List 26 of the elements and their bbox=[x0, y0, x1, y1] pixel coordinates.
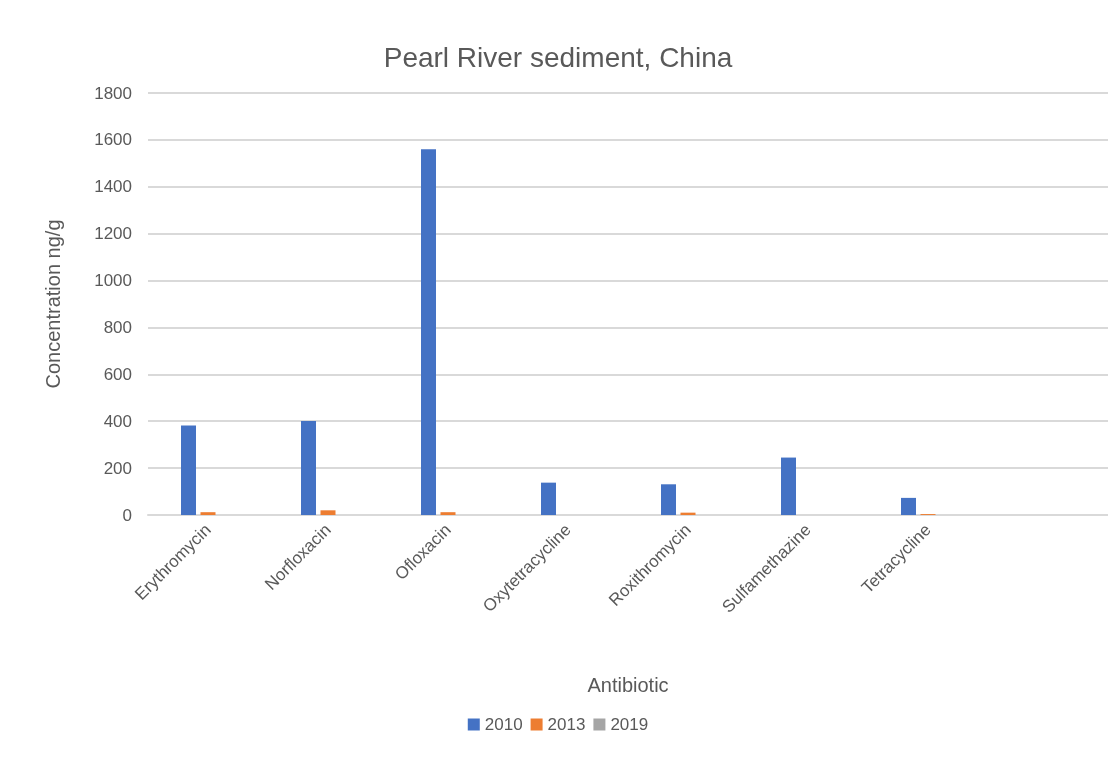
legend-label: 2019 bbox=[610, 715, 649, 734]
y-tick-label: 400 bbox=[103, 411, 132, 431]
bar bbox=[541, 482, 556, 515]
legend-label: 2010 bbox=[484, 715, 523, 734]
bar bbox=[661, 484, 676, 515]
legend-label: 2013 bbox=[547, 715, 586, 734]
x-axis-title: Antibiotic bbox=[587, 674, 669, 696]
bar bbox=[200, 512, 216, 515]
chart-title: Pearl River sediment, China bbox=[383, 41, 733, 73]
y-tick-label: 1600 bbox=[94, 130, 132, 150]
bar bbox=[440, 512, 456, 515]
y-tick-label: 0 bbox=[122, 505, 132, 525]
y-axis-title: Concentration ng/g bbox=[42, 219, 64, 389]
bar bbox=[901, 497, 916, 515]
y-tick-label: 1800 bbox=[94, 83, 132, 103]
bar bbox=[421, 149, 436, 515]
y-tick-label: 1200 bbox=[94, 224, 132, 244]
y-tick-label: 1400 bbox=[94, 177, 132, 197]
bar bbox=[781, 457, 796, 515]
y-tick-label: 200 bbox=[103, 458, 132, 478]
bar bbox=[320, 510, 336, 515]
bar bbox=[301, 420, 316, 515]
y-tick-label: 600 bbox=[103, 364, 132, 384]
y-tick-label: 1000 bbox=[94, 271, 132, 291]
y-tick-label: 800 bbox=[103, 317, 132, 337]
bar bbox=[181, 425, 196, 515]
